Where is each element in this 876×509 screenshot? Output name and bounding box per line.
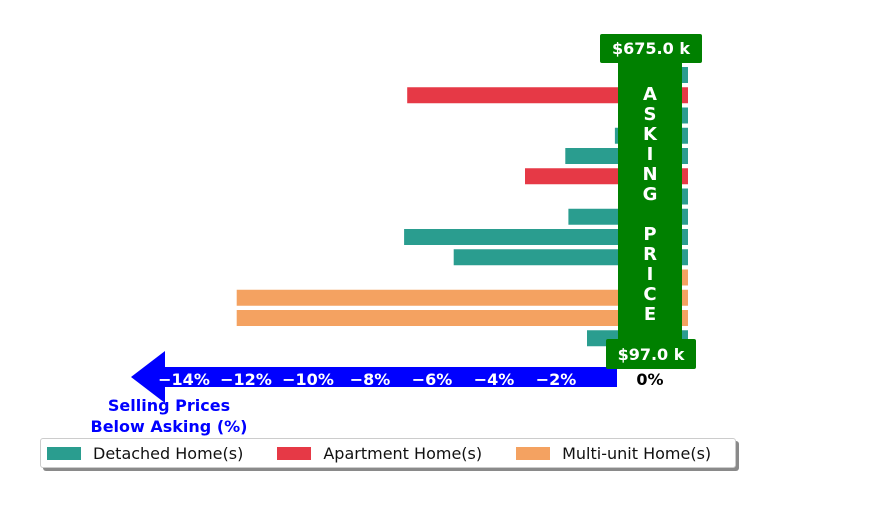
bar-stub-detached-7 xyxy=(682,208,688,225)
bar-detached-7 xyxy=(568,208,618,225)
x-tick-label: −6% xyxy=(412,370,453,389)
asking-price-letter: R xyxy=(643,244,657,265)
asking-price-letter: K xyxy=(643,124,658,145)
bar-stub-multi-unit-10 xyxy=(682,269,688,286)
x-tick-label: −12% xyxy=(220,370,272,389)
legend-label-multi-unit: Multi-unit Home(s) xyxy=(562,443,712,463)
legend-swatch-apartment xyxy=(277,446,312,460)
x-tick-label: −8% xyxy=(350,370,391,389)
bar-multi-unit-11 xyxy=(236,289,618,306)
price-min-label: $97.0 k xyxy=(618,345,685,364)
bar-multi-unit-12 xyxy=(236,310,618,326)
bar-stub-detached-4 xyxy=(682,148,688,164)
legend: Detached Home(s) Apartment Home(s) Multi… xyxy=(40,438,736,468)
legend-label-apartment: Apartment Home(s) xyxy=(323,443,483,463)
price-max-label: $675.0 k xyxy=(612,39,690,58)
asking-price-letter: P xyxy=(643,224,656,245)
x-tick-label: −4% xyxy=(474,370,515,389)
x-tick-label: −14% xyxy=(158,370,210,389)
x-tick-label: −10% xyxy=(282,370,334,389)
asking-price-letter: N xyxy=(642,164,657,185)
bar-stub-detached-9 xyxy=(682,249,688,266)
bar-detached-9 xyxy=(453,249,618,266)
legend-item-apartment: Apartment Home(s) xyxy=(277,444,482,463)
legend-swatch-multi-unit xyxy=(516,446,551,460)
zero-tick-label: 0% xyxy=(636,370,663,389)
x-axis xyxy=(131,351,617,403)
bar-stub-detached-8 xyxy=(682,229,688,245)
asking-price-letter: C xyxy=(643,284,656,305)
x-axis-arrow xyxy=(131,351,617,403)
x-axis-label-line1: Selling Prices xyxy=(108,396,230,415)
bar-stub-detached-3 xyxy=(682,127,688,144)
bar-apartment-1 xyxy=(407,87,618,104)
asking-price-letter: I xyxy=(647,144,654,165)
price-min-box xyxy=(606,339,696,369)
bar-detached-4 xyxy=(565,148,618,164)
x-tick-labels: −14% −12% −10% −8% −6% −4% −2% xyxy=(158,370,576,389)
legend-swatch-detached xyxy=(47,446,81,460)
legend-item-detached: Detached Home(s) xyxy=(47,444,243,463)
bar-apartment-5 xyxy=(525,168,618,185)
bar-stub-detached-6 xyxy=(682,188,688,205)
asking-price-letter: A xyxy=(643,84,657,105)
bar-stub-apartment-5 xyxy=(682,168,688,185)
bar-stub-detached-13 xyxy=(682,330,688,347)
bar-stub-detached-0 xyxy=(682,67,688,83)
asking-price-band xyxy=(618,63,682,341)
bar-stub-multi-unit-12 xyxy=(682,310,688,326)
x-tick-label: −2% xyxy=(536,370,577,389)
bar-stub-detached-2 xyxy=(682,107,688,124)
bar-detached-8 xyxy=(404,229,618,245)
legend-label-detached: Detached Home(s) xyxy=(93,443,244,463)
asking-price-letter: E xyxy=(644,304,656,325)
price-max-box xyxy=(600,34,702,63)
asking-price-letter: I xyxy=(647,264,654,285)
asking-price-letter: G xyxy=(643,184,658,205)
asking-price-letter: S xyxy=(644,104,657,125)
x-axis-label-line2: Below Asking (%) xyxy=(91,417,248,436)
bar-stub-apartment-1 xyxy=(682,87,688,104)
bar-stub-multi-unit-11 xyxy=(682,289,688,306)
legend-item-multi-unit: Multi-unit Home(s) xyxy=(516,444,711,463)
bar-detached-3 xyxy=(614,127,618,144)
bars-layer xyxy=(236,67,688,347)
